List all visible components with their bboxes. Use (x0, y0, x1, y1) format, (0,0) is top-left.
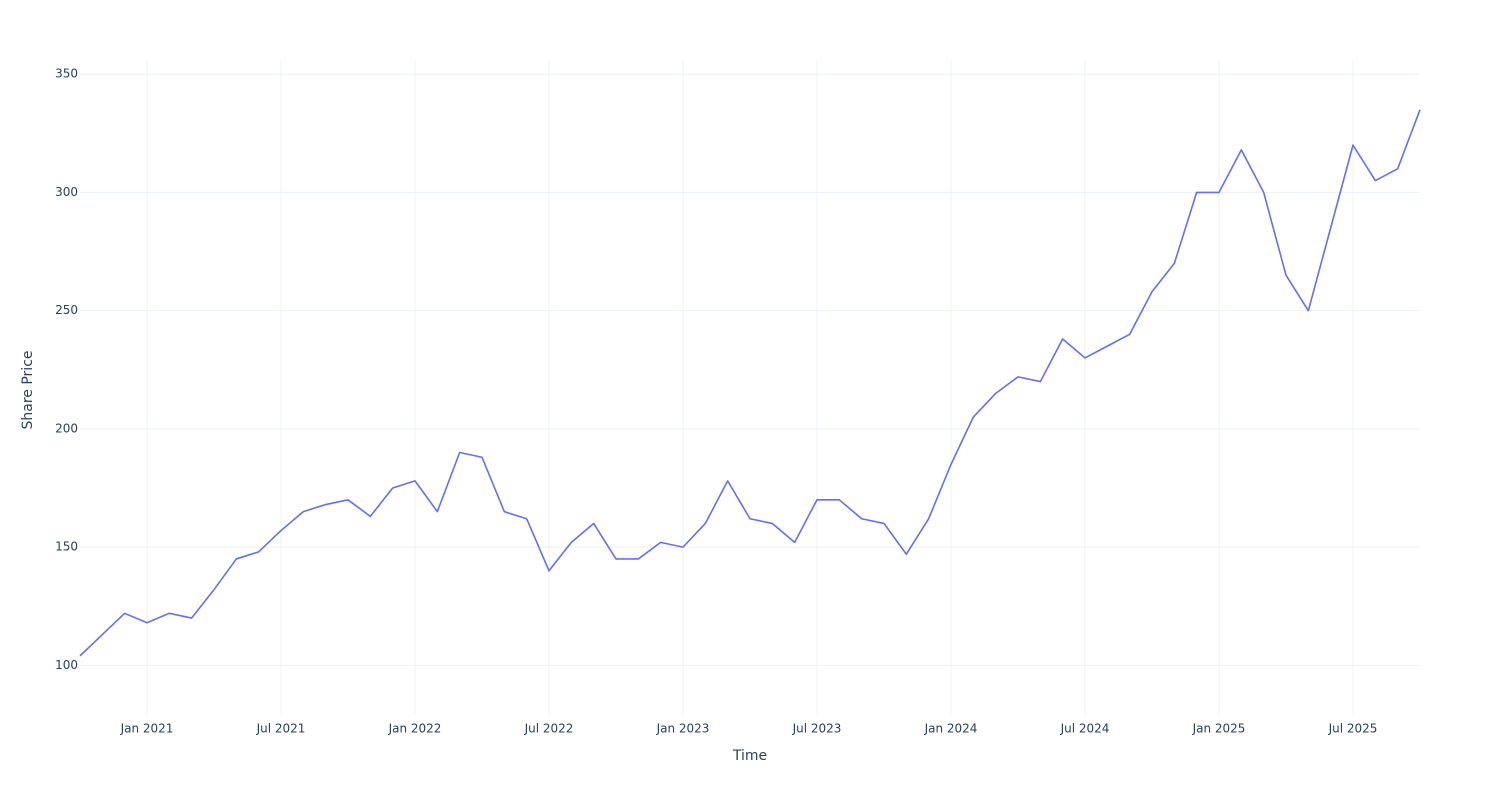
y-tick-label: 300 (55, 185, 78, 199)
x-tick-label: Jul 2025 (1328, 722, 1378, 736)
y-axis-title: Share Price (20, 350, 36, 429)
x-tick-label: Jul 2023 (792, 722, 842, 736)
y-tick-label: 200 (55, 421, 78, 435)
x-tick-label: Jan 2025 (1192, 722, 1246, 736)
x-tick-label: Jan 2023 (656, 722, 710, 736)
x-tick-label: Jul 2022 (524, 722, 574, 736)
x-tick-label: Jan 2022 (388, 722, 442, 736)
x-tick-label: Jan 2021 (120, 722, 174, 736)
x-tick-label: Jul 2021 (256, 722, 306, 736)
y-tick-label: 350 (55, 67, 78, 81)
y-tick-label: 150 (55, 540, 78, 554)
x-axis-title: Time (732, 748, 767, 764)
x-tick-label: Jul 2024 (1060, 722, 1110, 736)
y-tick-label: 250 (55, 303, 78, 317)
line (79, 109, 1421, 657)
x-tick-label: Jan 2024 (924, 722, 978, 736)
y-tick-label: 100 (55, 658, 78, 672)
